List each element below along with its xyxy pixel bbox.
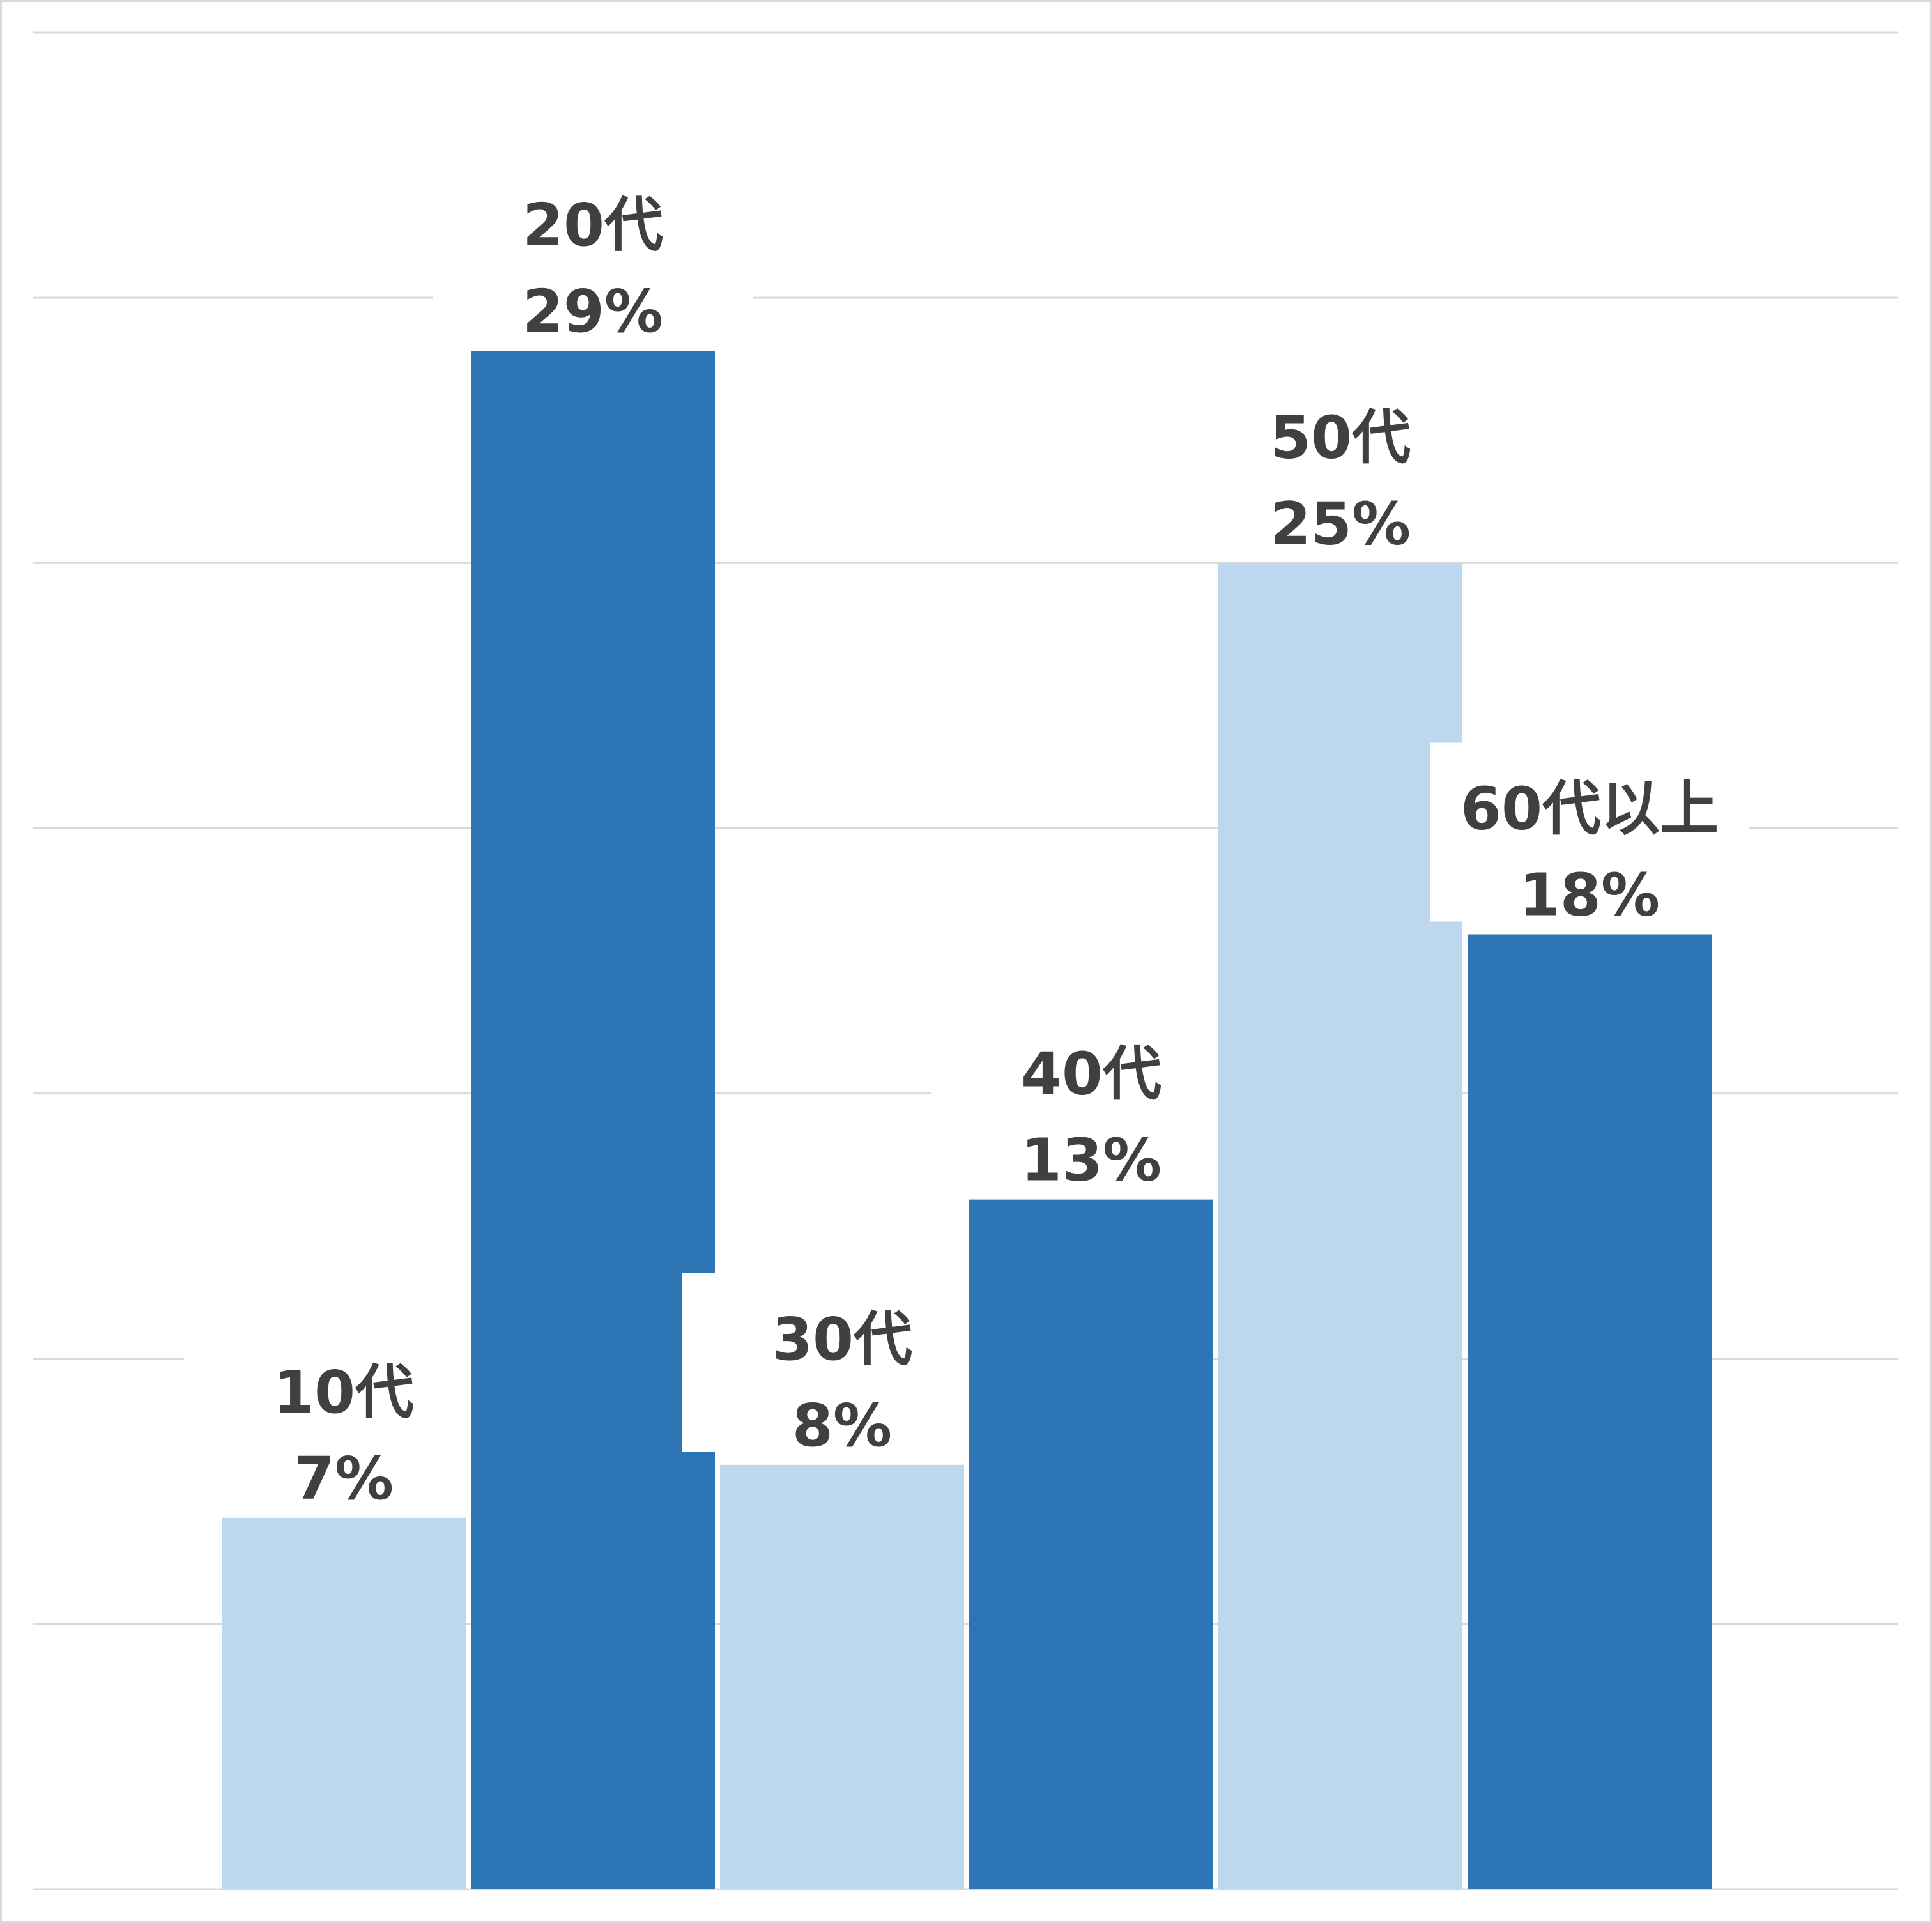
data-label-category: 60代以上 bbox=[1460, 774, 1719, 843]
bar bbox=[1218, 563, 1462, 1890]
bar bbox=[720, 1464, 964, 1889]
data-label-background bbox=[682, 1273, 1002, 1452]
data-label-value: 25% bbox=[1270, 489, 1411, 558]
data-label-value: 18% bbox=[1519, 861, 1660, 929]
data-label-value: 29% bbox=[523, 277, 663, 346]
bar bbox=[222, 1517, 466, 1889]
data-label-category: 50代 bbox=[1270, 403, 1411, 471]
bar bbox=[471, 351, 715, 1890]
data-label-background bbox=[931, 1007, 1251, 1187]
data-label-category: 20代 bbox=[523, 191, 663, 259]
data-label-value: 13% bbox=[1021, 1126, 1162, 1195]
data-label-background bbox=[1181, 371, 1500, 551]
data-label-background bbox=[1430, 742, 1749, 922]
data-label-category: 40代 bbox=[1021, 1040, 1162, 1108]
data-label-value: 8% bbox=[792, 1391, 892, 1460]
bar bbox=[1468, 934, 1712, 1889]
bar bbox=[969, 1199, 1213, 1889]
data-label-background bbox=[184, 1326, 503, 1505]
data-label-background bbox=[433, 159, 753, 339]
data-label-value: 7% bbox=[294, 1444, 394, 1513]
data-label-category: 30代 bbox=[772, 1305, 912, 1374]
data-label-category: 10代 bbox=[273, 1358, 414, 1427]
